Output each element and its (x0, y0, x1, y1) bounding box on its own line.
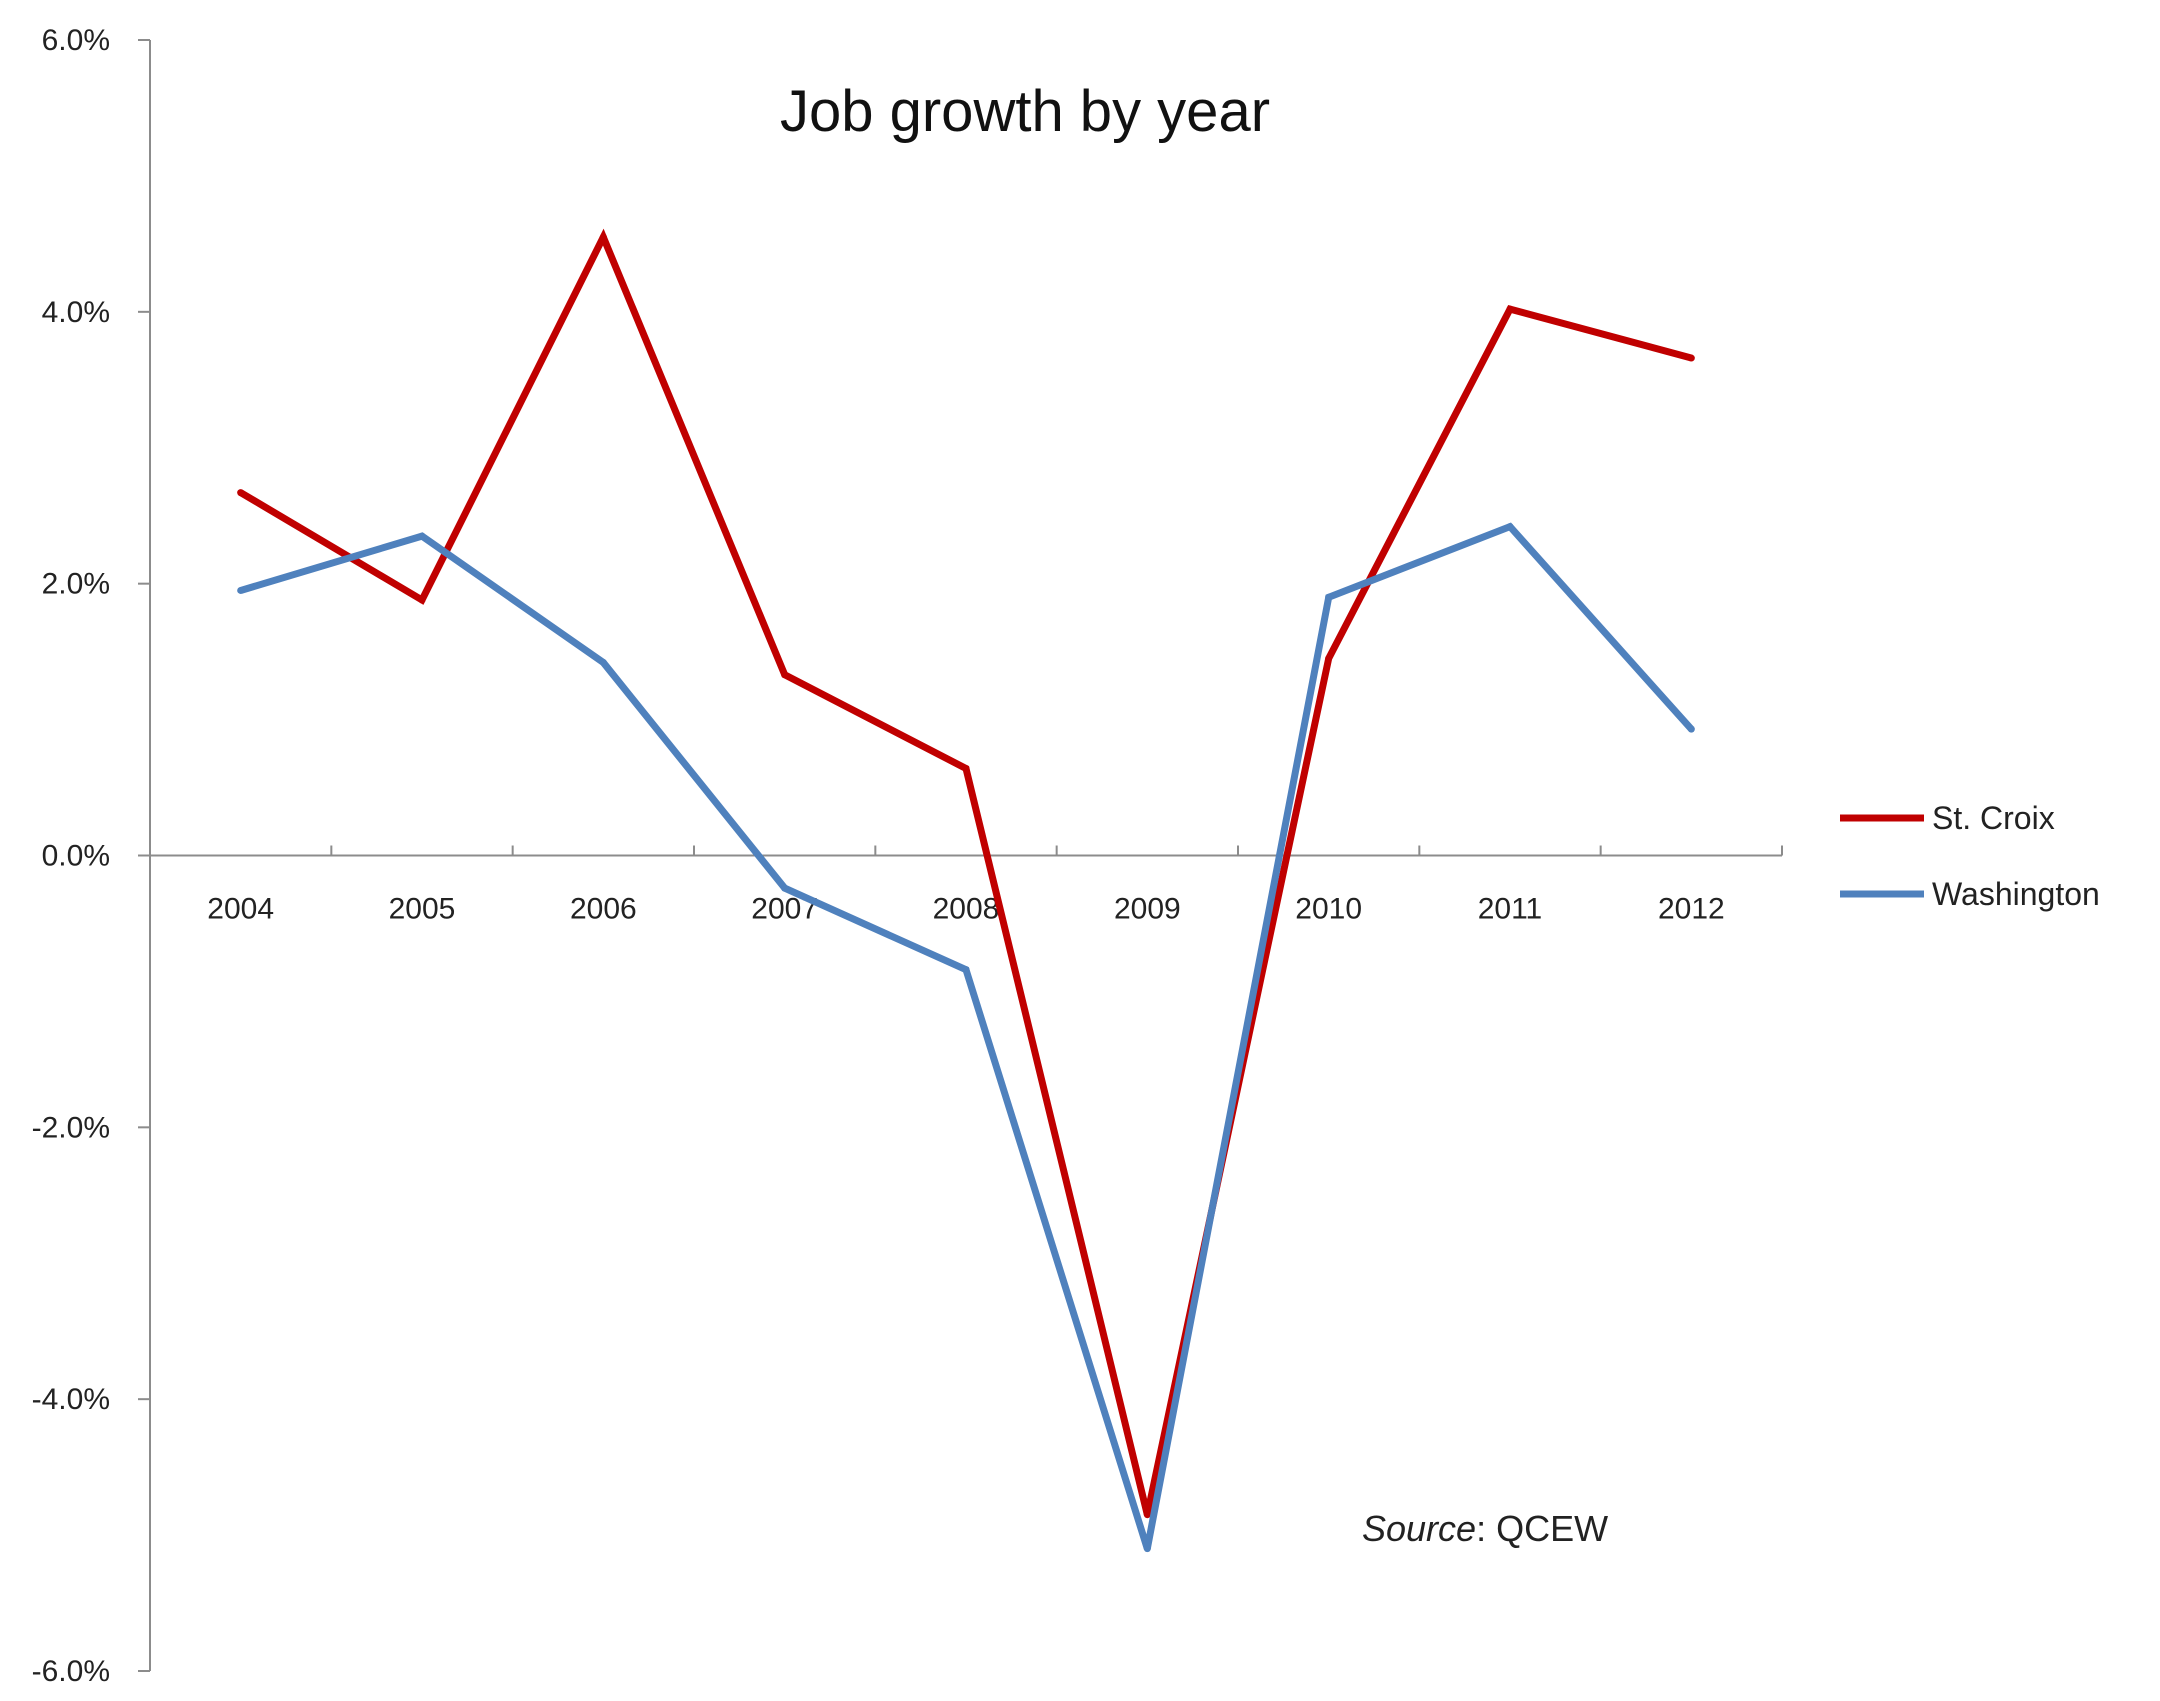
data-point-washington (1687, 725, 1695, 733)
y-tick-label: -4.0% (32, 1383, 110, 1416)
data-point-washington (1506, 523, 1514, 531)
data-point-st-croix (781, 671, 789, 679)
x-tick-label: 2008 (933, 893, 1000, 926)
chart-title: Job growth by year (780, 79, 1270, 144)
legend-label-st-croix: St. Croix (1932, 800, 2055, 836)
data-point-st-croix (1687, 354, 1695, 362)
data-point-st-croix (1143, 1511, 1151, 1519)
y-tick-label: -6.0% (32, 1655, 110, 1688)
data-point-st-croix (237, 489, 245, 497)
x-tick-label: 2011 (1478, 893, 1543, 926)
data-point-st-croix (962, 765, 970, 773)
series-lines (237, 228, 1695, 1553)
data-point-washington (418, 532, 426, 540)
data-point-washington (962, 966, 970, 974)
x-tick-label: 2004 (207, 893, 274, 926)
y-tick-label: 0.0% (42, 840, 110, 873)
data-point-washington (1143, 1545, 1151, 1553)
data-point-st-croix (599, 233, 607, 241)
y-tick-label: 4.0% (42, 296, 110, 329)
data-point-washington (237, 586, 245, 594)
data-point-washington (781, 884, 789, 892)
axes: -6.0% -4.0% -2.0% 0.0% 2.0% 4.0% 6.0% 2004 2005 2… (32, 24, 1783, 1688)
x-tick-label: 2005 (389, 893, 456, 926)
legend: St. Croix Washington (1840, 800, 2100, 912)
x-tick-label: 2006 (570, 893, 637, 926)
data-point-st-croix (418, 596, 426, 604)
x-tick-label: 2009 (1114, 893, 1181, 926)
y-tick-label: 6.0% (42, 24, 110, 57)
data-point-washington (1325, 593, 1333, 601)
y-tick-label: 2.0% (42, 568, 110, 601)
data-point-st-croix (1506, 305, 1514, 313)
series-line-washington (239, 522, 1694, 1550)
series-line-st-croix (238, 228, 1693, 1516)
data-point-washington (599, 658, 607, 666)
y-tick-label: -2.0% (32, 1111, 110, 1144)
legend-label-washington: Washington (1932, 876, 2100, 912)
data-point-st-croix (1325, 654, 1333, 662)
source-value: : QCEW (1476, 1508, 1608, 1549)
x-tick-label: 2012 (1658, 893, 1725, 926)
source-annotation: Source: QCEW (1362, 1508, 1608, 1549)
source-label: Source (1362, 1508, 1476, 1549)
x-tick-label: 2010 (1295, 893, 1362, 926)
